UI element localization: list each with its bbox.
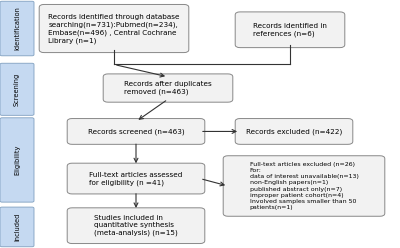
- Text: Records screened (n=463): Records screened (n=463): [88, 128, 184, 135]
- FancyBboxPatch shape: [223, 156, 385, 216]
- Text: Records after duplicates
removed (n=463): Records after duplicates removed (n=463): [124, 81, 212, 95]
- Text: Studies included in
quantitative synthesis
(meta-analysis) (n=15): Studies included in quantitative synthes…: [94, 215, 178, 236]
- Text: Eligibility: Eligibility: [14, 145, 20, 175]
- Text: Screening: Screening: [14, 73, 20, 106]
- FancyBboxPatch shape: [67, 163, 205, 194]
- FancyBboxPatch shape: [0, 63, 34, 115]
- Text: Records excluded (n=422): Records excluded (n=422): [246, 128, 342, 135]
- FancyBboxPatch shape: [67, 208, 205, 244]
- FancyBboxPatch shape: [67, 119, 205, 144]
- Text: Full-text articles excluded (n=26)
For:
data of interest unavailable(n=13)
non-E: Full-text articles excluded (n=26) For: …: [250, 162, 358, 210]
- FancyBboxPatch shape: [235, 119, 353, 144]
- FancyBboxPatch shape: [0, 207, 34, 247]
- Text: Full-text articles assessed
for eligibility (n =41): Full-text articles assessed for eligibil…: [89, 172, 183, 186]
- FancyBboxPatch shape: [235, 12, 345, 48]
- FancyBboxPatch shape: [0, 1, 34, 56]
- Text: Identification: Identification: [14, 7, 20, 50]
- Text: Records identified in
references (n=6): Records identified in references (n=6): [253, 23, 327, 37]
- FancyBboxPatch shape: [103, 74, 233, 102]
- Text: Records identified through database
searching(n=731):Pubmed(n=234),
Embase(n=496: Records identified through database sear…: [48, 14, 180, 43]
- FancyBboxPatch shape: [39, 4, 189, 53]
- FancyBboxPatch shape: [0, 118, 34, 202]
- Text: Included: Included: [14, 213, 20, 241]
